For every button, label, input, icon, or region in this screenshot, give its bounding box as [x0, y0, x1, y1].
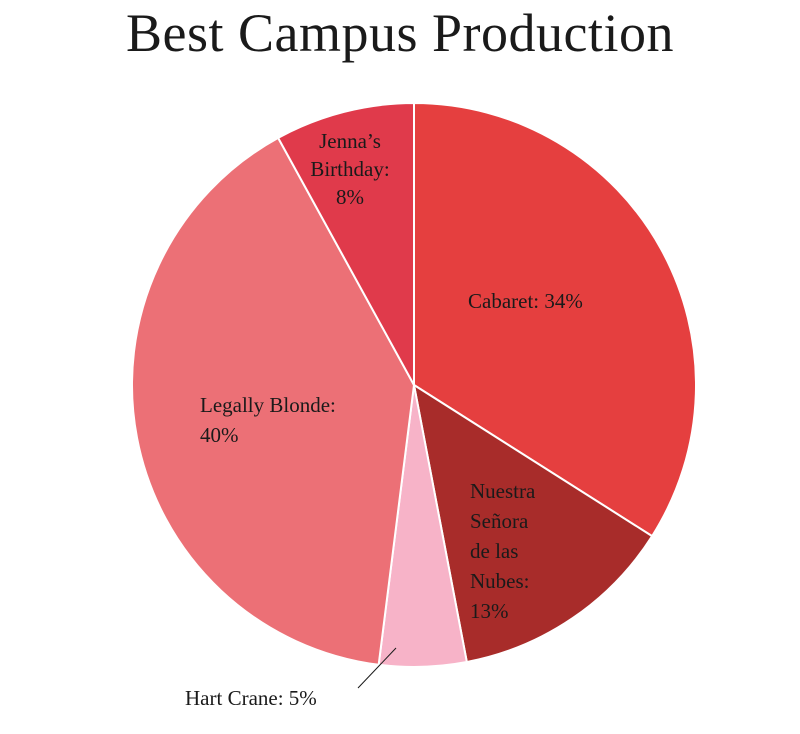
slice-label-0: Cabaret: 34%	[468, 289, 583, 313]
leader-line-2	[357, 647, 397, 689]
pie-slice-3	[131, 136, 416, 666]
pie-slice-0	[413, 101, 697, 538]
chart-title: Best Campus Production	[126, 3, 674, 63]
pie-slice-4	[276, 101, 415, 386]
slice-label-1: Nuestra Señora de las Nubes: 13%	[470, 479, 536, 623]
slice-label-4: Jenna’s Birthday: 8%	[310, 129, 389, 209]
pie-slice-1	[412, 382, 654, 664]
slice-label-3: Legally Blonde: 40%	[200, 393, 336, 447]
slice-label-2: Hart Crane: 5%	[185, 686, 317, 710]
